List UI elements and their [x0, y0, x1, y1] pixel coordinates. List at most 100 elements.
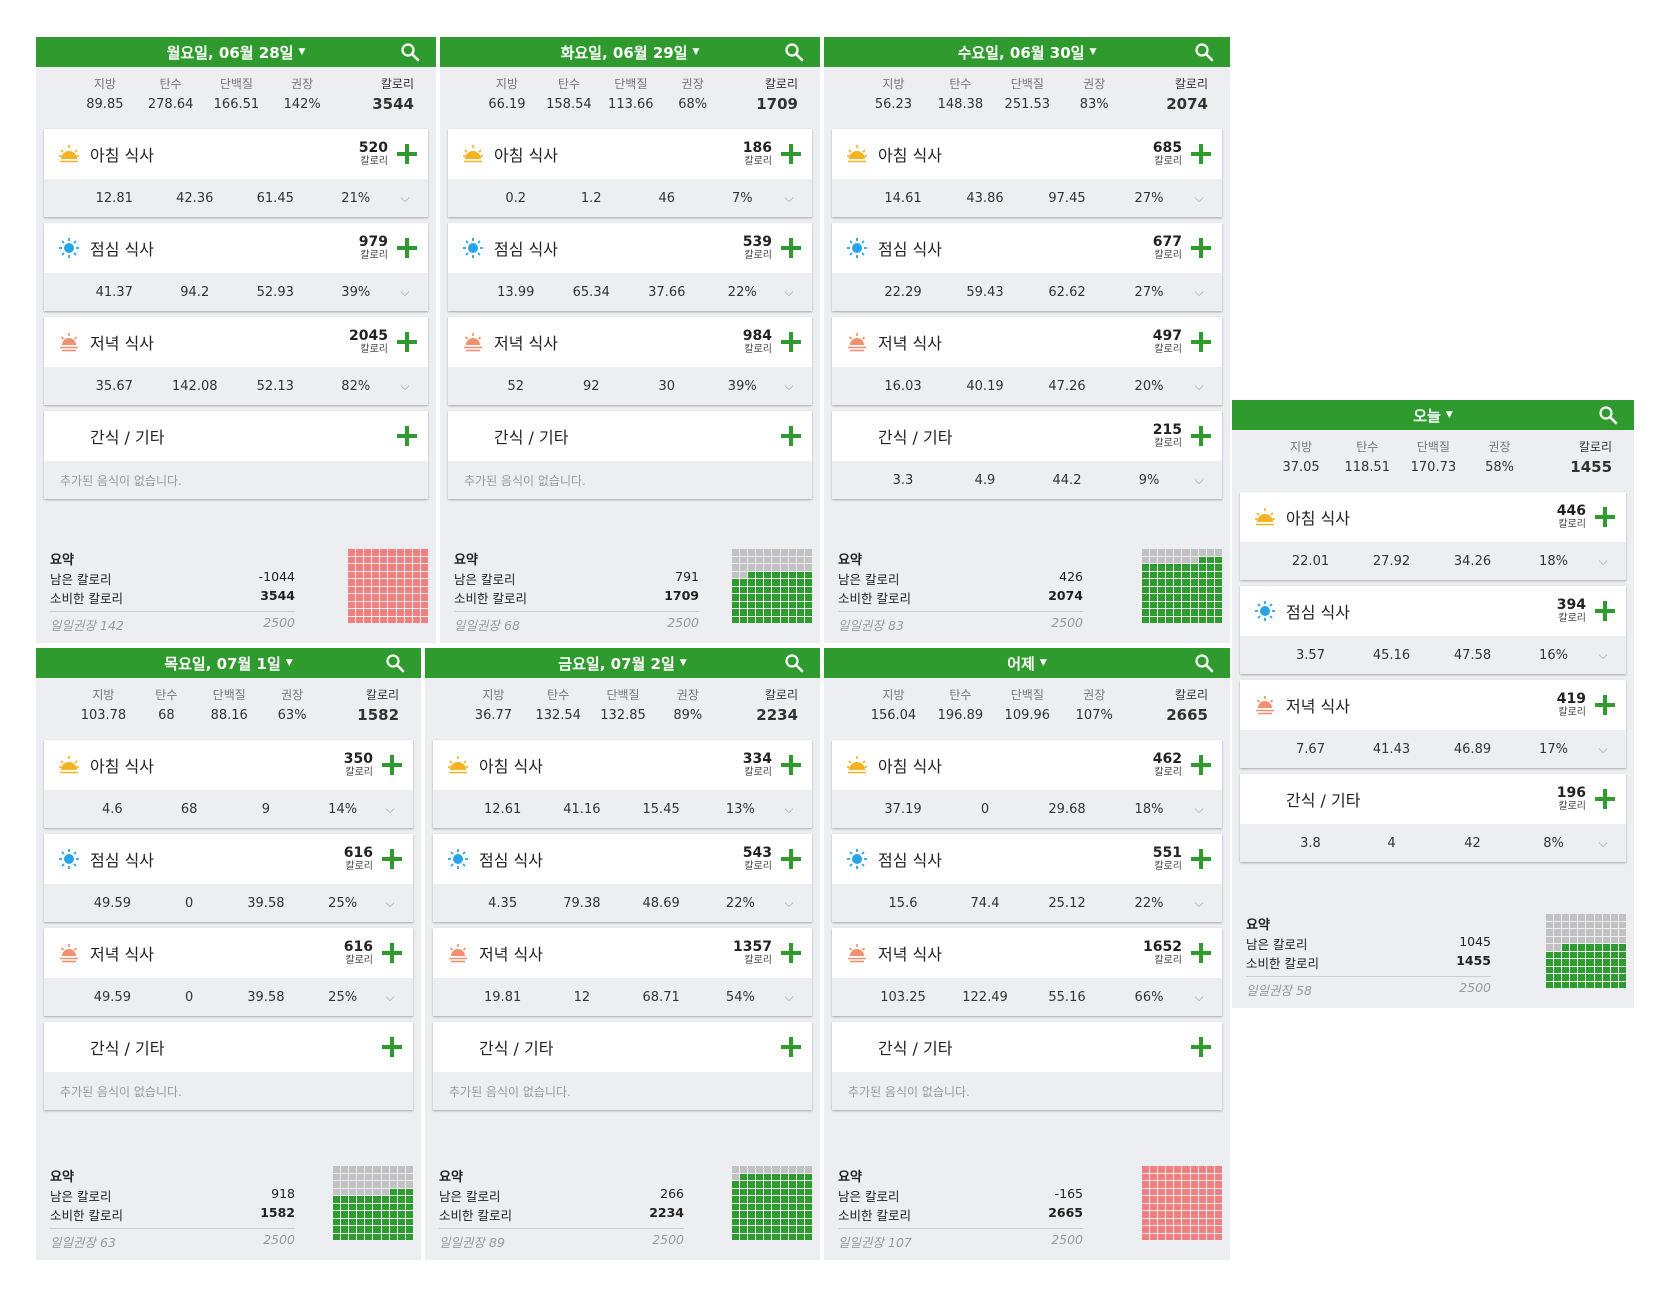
meal-macros[interactable]: 19.81 12 68.71 54% ⌵ — [433, 978, 812, 1016]
meal-card-snack[interactable]: 간식 / 기타 196 칼로리 3.8 4 42 8% ⌵ — [1240, 774, 1626, 862]
meal-header[interactable]: 점심 식사 539 칼로리 — [448, 223, 812, 273]
meal-header[interactable]: 간식 / 기타 — [433, 1022, 812, 1072]
meal-header[interactable]: 아침 식사 334 칼로리 — [433, 740, 812, 790]
add-food-button[interactable] — [396, 143, 418, 165]
add-food-button[interactable] — [780, 143, 802, 165]
add-food-button[interactable] — [1190, 848, 1212, 870]
meal-header[interactable]: 간식 / 기타 — [832, 1022, 1222, 1072]
chevron-down-icon[interactable]: ⌵ — [1598, 741, 1608, 756]
meal-macros[interactable]: 15.6 74.4 25.12 22% ⌵ — [832, 884, 1222, 922]
add-food-button[interactable] — [396, 331, 418, 353]
meal-card-dinner[interactable]: 저녁 식사 984 칼로리 52 92 30 39% ⌵ — [448, 317, 812, 405]
chevron-down-icon[interactable]: ⌵ — [1598, 835, 1608, 850]
add-food-button[interactable] — [381, 942, 403, 964]
meal-header[interactable]: 아침 식사 520 칼로리 — [44, 129, 428, 179]
meal-header[interactable]: 점심 식사 551 칼로리 — [832, 834, 1222, 884]
meal-card-breakfast[interactable]: 아침 식사 334 칼로리 12.61 41.16 15.45 13% ⌵ — [433, 740, 812, 828]
meal-macros[interactable]: 22.01 27.92 34.26 18% ⌵ — [1240, 542, 1626, 580]
date-title[interactable]: 오늘 — [1413, 406, 1441, 425]
meal-header[interactable]: 아침 식사 186 칼로리 — [448, 129, 812, 179]
add-food-button[interactable] — [780, 942, 802, 964]
caret-down-icon[interactable]: ▼ — [1445, 410, 1453, 420]
add-food-button[interactable] — [780, 754, 802, 776]
meal-header[interactable]: 아침 식사 462 칼로리 — [832, 740, 1222, 790]
date-title[interactable]: 수요일, 06월 30일 — [957, 43, 1085, 62]
meal-card-snack[interactable]: 간식 / 기타 추가된 음식이 없습니다. — [433, 1022, 812, 1110]
meal-macros[interactable]: 52 92 30 39% ⌵ — [448, 367, 812, 405]
meal-macros[interactable]: 3.57 45.16 47.58 16% ⌵ — [1240, 636, 1626, 674]
meal-card-snack[interactable]: 간식 / 기타 추가된 음식이 없습니다. — [448, 411, 812, 499]
chevron-down-icon[interactable]: ⌵ — [784, 190, 794, 205]
meal-card-dinner[interactable]: 저녁 식사 419 칼로리 7.67 41.43 46.89 17% ⌵ — [1240, 680, 1626, 768]
meal-card-lunch[interactable]: 점심 식사 394 칼로리 3.57 45.16 47.58 16% ⌵ — [1240, 586, 1626, 674]
chevron-down-icon[interactable]: ⌵ — [1194, 801, 1204, 816]
add-food-button[interactable] — [1190, 425, 1212, 447]
add-food-button[interactable] — [1190, 1036, 1212, 1058]
search-icon[interactable] — [400, 42, 420, 62]
meal-header[interactable]: 저녁 식사 497 칼로리 — [832, 317, 1222, 367]
add-food-button[interactable] — [381, 754, 403, 776]
meal-header[interactable]: 저녁 식사 419 칼로리 — [1240, 680, 1626, 730]
meal-header[interactable]: 저녁 식사 616 칼로리 — [44, 928, 413, 978]
meal-macros[interactable]: 37.19 0 29.68 18% ⌵ — [832, 790, 1222, 828]
add-food-button[interactable] — [780, 848, 802, 870]
chevron-down-icon[interactable]: ⌵ — [1194, 989, 1204, 1004]
chevron-down-icon[interactable]: ⌵ — [1598, 553, 1608, 568]
date-header[interactable]: 수요일, 06월 30일 ▼ — [824, 37, 1230, 67]
add-food-button[interactable] — [396, 425, 418, 447]
meal-macros[interactable]: 49.59 0 39.58 25% ⌵ — [44, 978, 413, 1016]
meal-macros[interactable]: 22.29 59.43 62.62 27% ⌵ — [832, 273, 1222, 311]
meal-macros[interactable]: 3.8 4 42 8% ⌵ — [1240, 824, 1626, 862]
meal-header[interactable]: 간식 / 기타 — [44, 411, 428, 461]
meal-macros[interactable]: 12.61 41.16 15.45 13% ⌵ — [433, 790, 812, 828]
meal-card-lunch[interactable]: 점심 식사 677 칼로리 22.29 59.43 62.62 27% ⌵ — [832, 223, 1222, 311]
date-header[interactable]: 월요일, 06월 28일 ▼ — [36, 37, 436, 67]
add-food-button[interactable] — [1190, 237, 1212, 259]
date-header[interactable]: 금요일, 07월 2일 ▼ — [425, 648, 820, 678]
caret-down-icon[interactable]: ▼ — [1039, 658, 1047, 668]
date-title[interactable]: 어제 — [1007, 654, 1035, 673]
add-food-button[interactable] — [1190, 754, 1212, 776]
meal-macros[interactable]: 41.37 94.2 52.93 39% ⌵ — [44, 273, 428, 311]
meal-card-breakfast[interactable]: 아침 식사 462 칼로리 37.19 0 29.68 18% ⌵ — [832, 740, 1222, 828]
caret-down-icon[interactable]: ▼ — [1089, 47, 1097, 57]
meal-header[interactable]: 아침 식사 350 칼로리 — [44, 740, 413, 790]
chevron-down-icon[interactable]: ⌵ — [400, 378, 410, 393]
meal-card-breakfast[interactable]: 아침 식사 520 칼로리 12.81 42.36 61.45 21% ⌵ — [44, 129, 428, 217]
meal-header[interactable]: 점심 식사 394 칼로리 — [1240, 586, 1626, 636]
add-food-button[interactable] — [1594, 788, 1616, 810]
meal-header[interactable]: 간식 / 기타 — [44, 1022, 413, 1072]
meal-macros[interactable]: 0.2 1.2 46 7% ⌵ — [448, 179, 812, 217]
chevron-down-icon[interactable]: ⌵ — [784, 284, 794, 299]
meal-card-dinner[interactable]: 저녁 식사 497 칼로리 16.03 40.19 47.26 20% ⌵ — [832, 317, 1222, 405]
meal-header[interactable]: 저녁 식사 1357 칼로리 — [433, 928, 812, 978]
meal-macros[interactable]: 35.67 142.08 52.13 82% ⌵ — [44, 367, 428, 405]
meal-card-snack[interactable]: 간식 / 기타 추가된 음식이 없습니다. — [44, 1022, 413, 1110]
chevron-down-icon[interactable]: ⌵ — [784, 989, 794, 1004]
meal-macros[interactable]: 4.35 79.38 48.69 22% ⌵ — [433, 884, 812, 922]
date-header[interactable]: 오늘 ▼ — [1232, 400, 1634, 430]
meal-header[interactable]: 간식 / 기타 — [448, 411, 812, 461]
caret-down-icon[interactable]: ▼ — [298, 47, 306, 57]
chevron-down-icon[interactable]: ⌵ — [400, 190, 410, 205]
chevron-down-icon[interactable]: ⌵ — [784, 801, 794, 816]
chevron-down-icon[interactable]: ⌵ — [1194, 284, 1204, 299]
meal-macros[interactable]: 7.67 41.43 46.89 17% ⌵ — [1240, 730, 1626, 768]
meal-header[interactable]: 아침 식사 446 칼로리 — [1240, 492, 1626, 542]
chevron-down-icon[interactable]: ⌵ — [784, 895, 794, 910]
meal-macros[interactable]: 12.81 42.36 61.45 21% ⌵ — [44, 179, 428, 217]
date-title[interactable]: 화요일, 06월 29일 — [560, 43, 688, 62]
chevron-down-icon[interactable]: ⌵ — [400, 284, 410, 299]
meal-card-breakfast[interactable]: 아침 식사 350 칼로리 4.6 68 9 14% ⌵ — [44, 740, 413, 828]
add-food-button[interactable] — [780, 237, 802, 259]
add-food-button[interactable] — [1190, 942, 1212, 964]
add-food-button[interactable] — [381, 1036, 403, 1058]
add-food-button[interactable] — [1594, 506, 1616, 528]
chevron-down-icon[interactable]: ⌵ — [1598, 647, 1608, 662]
caret-down-icon[interactable]: ▼ — [692, 47, 700, 57]
search-icon[interactable] — [784, 42, 804, 62]
chevron-down-icon[interactable]: ⌵ — [385, 801, 395, 816]
add-food-button[interactable] — [1594, 694, 1616, 716]
add-food-button[interactable] — [1594, 600, 1616, 622]
chevron-down-icon[interactable]: ⌵ — [1194, 472, 1204, 487]
